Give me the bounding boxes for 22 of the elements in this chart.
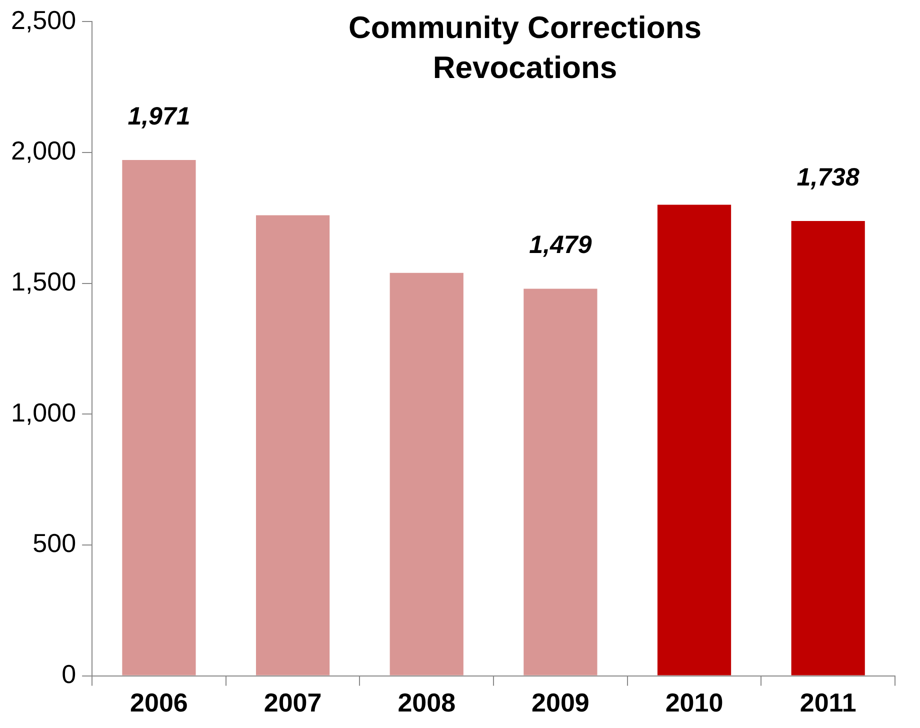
x-tick-label: 2010: [665, 688, 724, 718]
bar: [390, 272, 464, 676]
y-tick-label: 2,500: [10, 4, 76, 35]
data-label: 1,738: [796, 163, 860, 192]
data-label: 1,971: [128, 102, 190, 130]
y-tick-label: 0: [62, 658, 76, 689]
y-tick-label: 2,000: [10, 136, 76, 166]
x-tick-label: 2007: [264, 688, 322, 718]
x-tick-label: 2008: [398, 688, 456, 718]
x-tick-label: 2009: [532, 688, 590, 718]
bar: [657, 204, 732, 676]
x-tick-label: 2011: [800, 688, 856, 718]
x-tick-label: 2006: [130, 688, 188, 718]
bar: [791, 221, 865, 676]
bar: [524, 288, 598, 676]
bar: [256, 215, 330, 676]
y-tick-label: 1,500: [10, 266, 76, 296]
y-tick-label: 500: [32, 528, 76, 558]
y-tick-label: 1,000: [10, 397, 76, 428]
bar: [122, 160, 196, 676]
chart-title: Community Corrections Revocations: [347, 9, 703, 88]
data-label: 1,479: [529, 231, 592, 260]
